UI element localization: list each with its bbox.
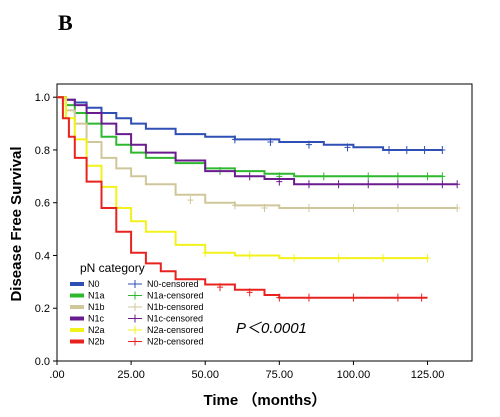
y-tick-label: 1.0 bbox=[35, 92, 50, 104]
y-tick-label: 0.6 bbox=[35, 198, 50, 210]
legend-censor-swatch bbox=[128, 303, 142, 311]
censor-mark-n1c bbox=[439, 180, 446, 189]
censor-mark-n2a bbox=[291, 254, 298, 263]
legend-censored-label: N2a-censored bbox=[147, 325, 204, 335]
x-tick-label: 50.00 bbox=[191, 369, 219, 381]
censor-mark-n2a bbox=[380, 254, 387, 263]
censor-mark-n1c bbox=[305, 180, 312, 189]
legend-censor-swatch bbox=[128, 337, 142, 346]
legend-label: N0 bbox=[88, 279, 100, 289]
legend-censor-swatch bbox=[128, 291, 142, 300]
legend-label: N1a bbox=[88, 291, 105, 301]
censor-mark-n2b bbox=[276, 293, 283, 302]
censor-mark-n0 bbox=[439, 145, 446, 154]
legend-censored-label: N2b-censored bbox=[147, 337, 204, 347]
censor-mark-n0 bbox=[403, 145, 410, 154]
x-axis-title: Time （months） bbox=[203, 391, 326, 409]
y-tick-label: 0.2 bbox=[35, 303, 50, 315]
censor-mark-n1b bbox=[394, 203, 401, 212]
censor-mark-n2a bbox=[246, 251, 253, 260]
x-axis: .00 25.00 50.00 75.00 100.00 125.00 bbox=[49, 361, 444, 381]
censor-mark-n1b bbox=[350, 203, 357, 212]
y-axis-title: Disease Free Survival bbox=[8, 146, 25, 301]
censor-mark-n2b bbox=[350, 293, 357, 302]
censor-mark-n1c bbox=[454, 180, 461, 189]
censor-mark-n1b bbox=[187, 196, 194, 205]
censor-mark-n0 bbox=[421, 145, 428, 154]
legend-censor-swatch bbox=[128, 280, 142, 288]
x-tick-label: 75.00 bbox=[266, 369, 294, 381]
censor-mark-n1b bbox=[305, 203, 312, 212]
censor-mark-n1b bbox=[454, 203, 461, 212]
series-layer bbox=[57, 96, 461, 302]
legend-censor-swatch bbox=[128, 326, 142, 334]
censor-mark-n2a bbox=[335, 254, 342, 263]
censor-mark-n0 bbox=[267, 138, 274, 147]
censor-mark-n1b bbox=[261, 203, 268, 212]
censor-mark-n2b bbox=[418, 293, 425, 302]
y-tick-label: 0.0 bbox=[35, 356, 50, 368]
censor-mark-n1c bbox=[394, 180, 401, 189]
y-tick-label: 0.8 bbox=[35, 145, 50, 157]
x-tick-label: 25.00 bbox=[117, 369, 145, 381]
x-tick-label: 125.00 bbox=[411, 369, 445, 381]
censor-mark-n1c bbox=[365, 180, 372, 189]
censor-mark-n1c bbox=[246, 172, 253, 181]
legend-censor-swatch bbox=[128, 314, 142, 323]
x-tick-label: .00 bbox=[49, 369, 64, 381]
legend-label: N2a bbox=[88, 325, 105, 335]
censor-mark-n0 bbox=[386, 145, 392, 154]
censor-mark-n1c bbox=[276, 177, 283, 186]
censor-mark-n2b bbox=[394, 293, 401, 302]
censor-mark-n1a bbox=[439, 172, 446, 181]
series-line-n1a bbox=[57, 96, 443, 178]
legend-censored-label: N1b-censored bbox=[147, 302, 204, 312]
censor-mark-n2b bbox=[217, 283, 224, 292]
censor-mark-n0 bbox=[305, 140, 312, 149]
censor-mark-n0 bbox=[231, 135, 238, 144]
p-value-annotation: P＜0.0001 bbox=[236, 320, 307, 337]
legend-title: pN category bbox=[80, 261, 145, 275]
plot-area bbox=[56, 83, 473, 362]
legend: pN category N0 N0-censored N1a N1a-censored… bbox=[70, 261, 204, 347]
series-line-n1c bbox=[57, 96, 458, 186]
censor-mark-n1b bbox=[231, 201, 238, 210]
plot-frame bbox=[56, 83, 473, 362]
censor-mark-n1a bbox=[394, 172, 401, 181]
censor-mark-n2a bbox=[424, 254, 431, 263]
censor-mark-n1a bbox=[365, 172, 372, 181]
series-line-n2a bbox=[57, 96, 428, 260]
censor-mark-n1a bbox=[320, 172, 327, 181]
censor-mark-n2b bbox=[246, 288, 253, 297]
censor-mark-n2a bbox=[202, 248, 209, 257]
legend-label: N1b bbox=[88, 302, 105, 312]
y-axis: 0.0 0.2 0.4 0.6 0.8 1.0 bbox=[35, 92, 57, 368]
panel-label: B bbox=[58, 10, 73, 35]
series-line-n0 bbox=[57, 96, 443, 151]
legend-censored-label: N0-censored bbox=[147, 279, 199, 289]
censor-mark-n1a bbox=[424, 172, 431, 181]
legend-censored-label: N1a-censored bbox=[147, 291, 204, 301]
series-line-n2b bbox=[57, 96, 428, 299]
y-tick-label: 0.4 bbox=[35, 250, 50, 262]
legend-label: N1c bbox=[88, 314, 105, 324]
censor-mark-n1c bbox=[335, 180, 342, 189]
legend-label: N2b bbox=[88, 337, 105, 347]
legend-censored-label: N1c-censored bbox=[147, 314, 203, 324]
x-tick-label: 100.00 bbox=[337, 369, 371, 381]
censor-mark-n0 bbox=[344, 143, 351, 152]
censor-mark-n2b bbox=[305, 293, 312, 302]
